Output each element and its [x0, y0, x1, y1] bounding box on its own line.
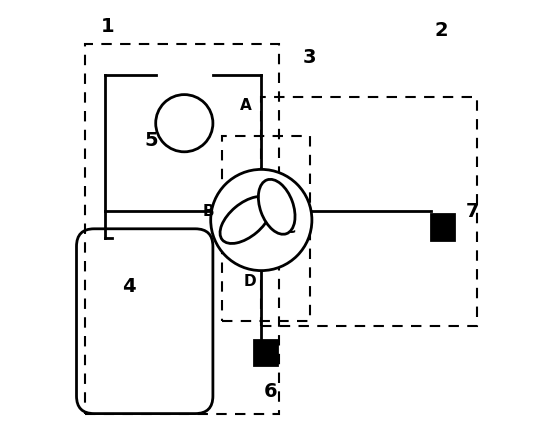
Bar: [431, 214, 453, 240]
Bar: [222, 136, 310, 321]
Ellipse shape: [259, 180, 295, 234]
Text: 4: 4: [122, 276, 136, 296]
Text: D: D: [244, 274, 256, 289]
Text: 1: 1: [100, 17, 114, 36]
Bar: [261, 97, 477, 326]
Text: B: B: [203, 204, 214, 219]
Text: 6: 6: [264, 382, 277, 401]
Ellipse shape: [220, 197, 272, 243]
Bar: [85, 44, 279, 414]
Text: 3: 3: [303, 48, 316, 67]
Text: A: A: [240, 98, 252, 113]
Text: C: C: [284, 221, 295, 236]
Bar: [254, 340, 277, 365]
Text: 5: 5: [144, 131, 158, 150]
Text: 7: 7: [466, 202, 479, 221]
Circle shape: [156, 95, 213, 152]
Text: 2: 2: [435, 21, 449, 40]
Circle shape: [211, 169, 312, 271]
